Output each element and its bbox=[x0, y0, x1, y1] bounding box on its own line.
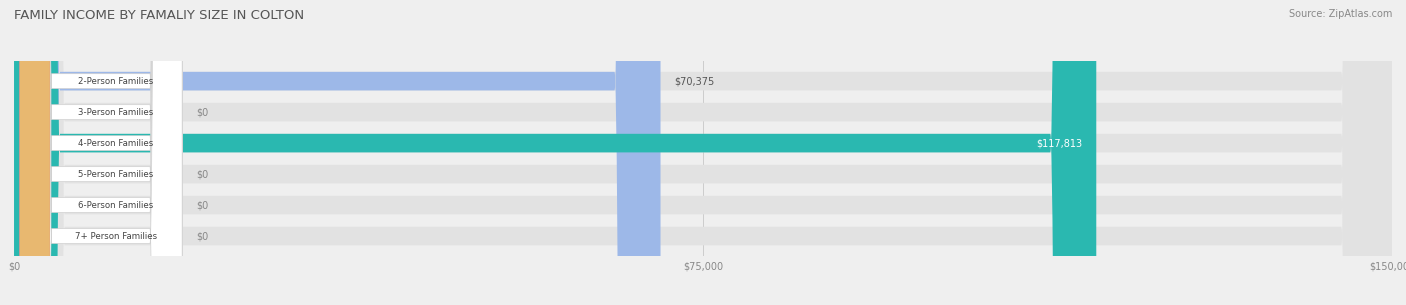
FancyBboxPatch shape bbox=[14, 0, 1392, 305]
FancyBboxPatch shape bbox=[14, 0, 1392, 305]
FancyBboxPatch shape bbox=[20, 0, 49, 305]
FancyBboxPatch shape bbox=[20, 0, 49, 305]
FancyBboxPatch shape bbox=[20, 0, 183, 305]
Text: 3-Person Families: 3-Person Families bbox=[79, 108, 153, 117]
FancyBboxPatch shape bbox=[20, 0, 183, 305]
Text: 7+ Person Families: 7+ Person Families bbox=[75, 231, 157, 241]
FancyBboxPatch shape bbox=[14, 0, 1392, 305]
Text: FAMILY INCOME BY FAMALIY SIZE IN COLTON: FAMILY INCOME BY FAMALIY SIZE IN COLTON bbox=[14, 9, 304, 22]
Text: $0: $0 bbox=[195, 169, 208, 179]
FancyBboxPatch shape bbox=[20, 0, 183, 305]
Text: $0: $0 bbox=[195, 200, 208, 210]
FancyBboxPatch shape bbox=[14, 0, 661, 305]
Text: $117,813: $117,813 bbox=[1036, 138, 1083, 148]
Text: 2-Person Families: 2-Person Families bbox=[79, 77, 153, 86]
FancyBboxPatch shape bbox=[20, 0, 49, 305]
FancyBboxPatch shape bbox=[20, 0, 183, 305]
Text: 4-Person Families: 4-Person Families bbox=[79, 138, 153, 148]
Text: $0: $0 bbox=[195, 231, 208, 241]
FancyBboxPatch shape bbox=[20, 0, 49, 305]
Text: $70,375: $70,375 bbox=[675, 76, 714, 86]
FancyBboxPatch shape bbox=[14, 0, 1392, 305]
FancyBboxPatch shape bbox=[14, 0, 1392, 305]
FancyBboxPatch shape bbox=[20, 0, 183, 305]
FancyBboxPatch shape bbox=[20, 0, 49, 305]
Text: Source: ZipAtlas.com: Source: ZipAtlas.com bbox=[1288, 9, 1392, 19]
Text: $0: $0 bbox=[195, 107, 208, 117]
Text: 6-Person Families: 6-Person Families bbox=[79, 201, 153, 210]
Text: 5-Person Families: 5-Person Families bbox=[79, 170, 153, 179]
FancyBboxPatch shape bbox=[20, 0, 49, 305]
FancyBboxPatch shape bbox=[20, 0, 183, 305]
FancyBboxPatch shape bbox=[14, 0, 1392, 305]
FancyBboxPatch shape bbox=[14, 0, 1097, 305]
